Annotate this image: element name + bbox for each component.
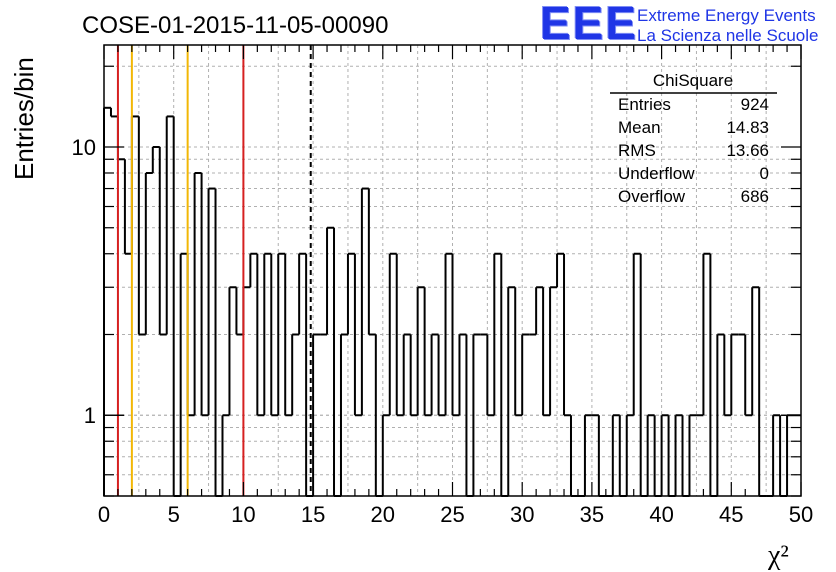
x-tick-label: 5 [168, 502, 180, 527]
y-tick-label: 1 [84, 403, 96, 428]
chart-title: COSE-01-2015-11-05-00090 [82, 12, 388, 39]
stats-title: ChiSquare [653, 71, 733, 90]
stats-row-label: RMS [618, 141, 656, 160]
stats-row-label: Mean [618, 118, 661, 137]
stats-row-value: 14.83 [726, 118, 769, 137]
stats-row-label: Overflow [618, 187, 686, 206]
axis-ticks [103, 45, 802, 497]
logo-line-2: La Scienza nelle Scuole [637, 26, 819, 45]
x-tick-label: 50 [789, 502, 813, 527]
stats-row-value: 686 [741, 187, 769, 206]
x-tick-label: 10 [231, 502, 255, 527]
stats-box: ChiSquare Entries 924 Mean 14.83 RMS 13.66 Und… [610, 71, 777, 206]
stats-row-label: Underflow [618, 164, 695, 183]
logo-line-1: Extreme Energy Events [637, 6, 816, 25]
stats-row-value: 924 [741, 95, 769, 114]
stats-row-value: 0 [760, 164, 769, 183]
x-tick-label: 25 [440, 502, 464, 527]
x-axis-label: χ² [767, 540, 789, 571]
x-tick-label: 35 [580, 502, 604, 527]
x-tick-label: 0 [98, 502, 110, 527]
x-tick-label: 15 [301, 502, 325, 527]
x-tick-label: 45 [719, 502, 743, 527]
x-tick-label: 40 [649, 502, 673, 527]
tick-labels: 0 5 10 15 20 25 30 35 40 45 50 1 10 [72, 135, 814, 527]
eee-logo: EEE Extreme Energy Events La Scienza nel… [540, 0, 830, 49]
logo-letters: EEE [540, 0, 639, 49]
y-axis-label: Entries/bin [9, 57, 39, 180]
y-tick-label: 10 [72, 135, 96, 160]
stats-row-label: Entries [618, 95, 671, 114]
x-tick-label: 20 [371, 502, 395, 527]
reference-lines [116, 45, 312, 496]
stats-row-value: 13.66 [726, 141, 769, 160]
x-tick-label: 30 [510, 502, 534, 527]
